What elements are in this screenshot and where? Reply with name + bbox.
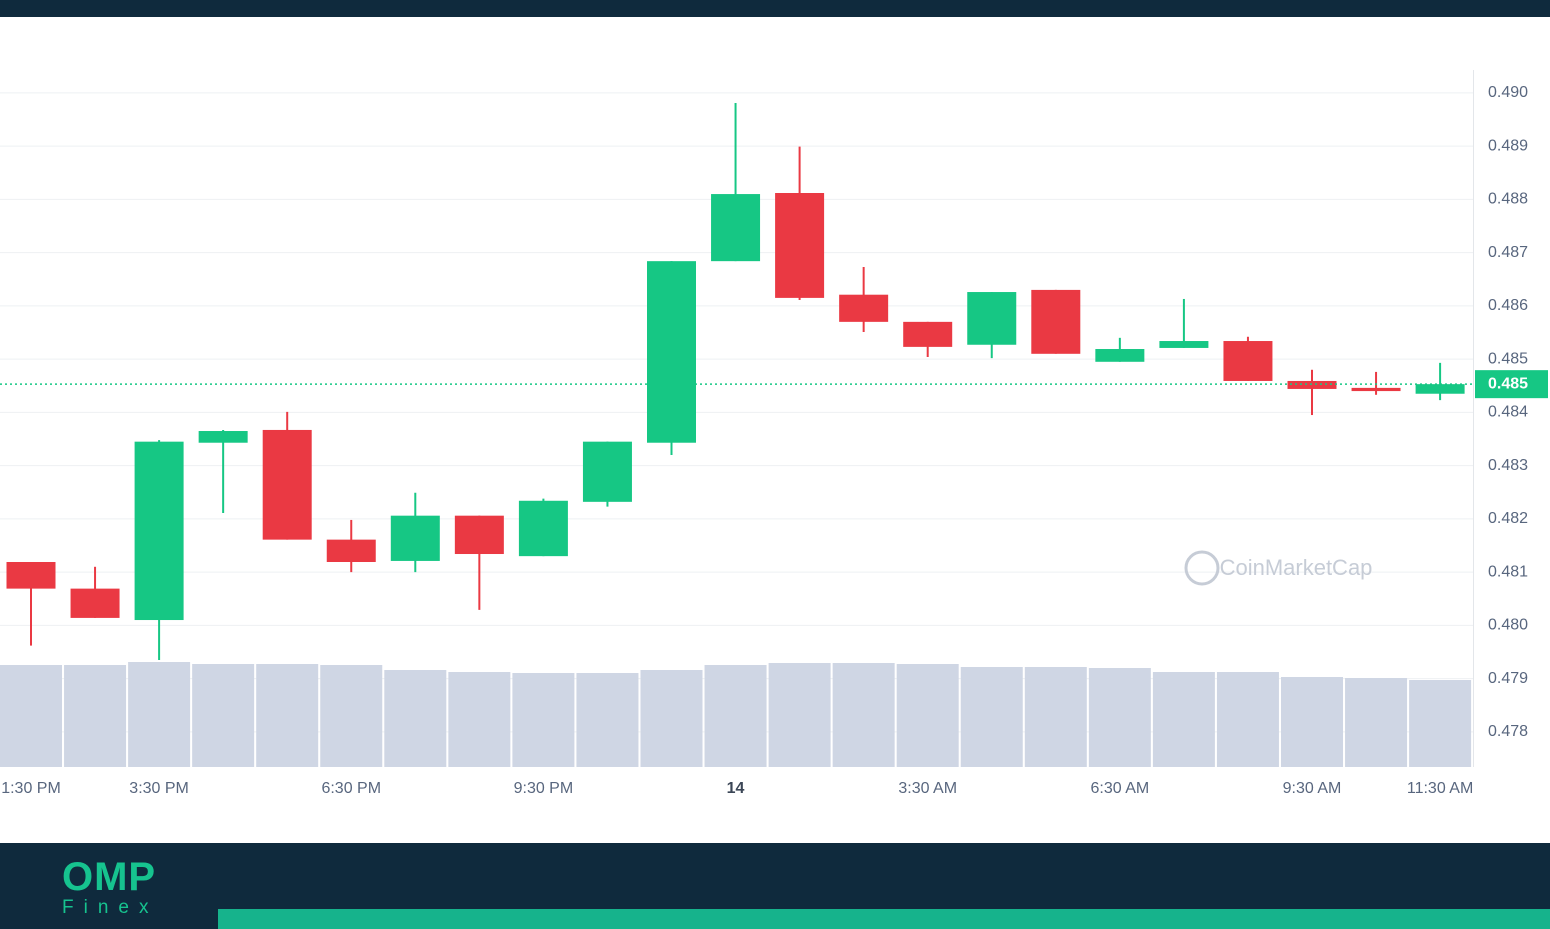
candle-body bbox=[967, 292, 1017, 345]
top-bar bbox=[0, 0, 1550, 17]
x-tick-label: 1:30 PM bbox=[1, 780, 61, 797]
x-tick-label: 3:30 PM bbox=[129, 780, 189, 797]
y-tick-label: 0.480 bbox=[1488, 617, 1528, 634]
candle-body bbox=[647, 261, 696, 443]
x-tick-label: 14 bbox=[727, 780, 745, 797]
y-tick-label: 0.479 bbox=[1488, 670, 1528, 687]
y-tick-label: 0.485 bbox=[1488, 350, 1528, 367]
volume-bar bbox=[704, 665, 767, 767]
candle-body bbox=[454, 515, 504, 555]
watermark: CoinMarketCap bbox=[1220, 555, 1373, 580]
brand-logo: OMP bbox=[62, 855, 157, 899]
y-tick-label: 0.488 bbox=[1488, 191, 1528, 208]
candle-body bbox=[326, 539, 376, 562]
candle-body bbox=[1351, 387, 1401, 392]
volume-bar bbox=[896, 664, 959, 767]
candle-body bbox=[134, 441, 184, 621]
x-tick-label: 6:30 PM bbox=[321, 780, 381, 797]
volume-bar bbox=[576, 673, 639, 767]
brand-tagline: Finex bbox=[62, 897, 159, 918]
x-tick-label: 3:30 AM bbox=[898, 780, 957, 797]
volume-bar bbox=[1409, 680, 1472, 767]
volume-bar bbox=[832, 663, 895, 767]
volume-bar bbox=[640, 670, 703, 767]
y-tick-label: 0.486 bbox=[1488, 297, 1528, 314]
volume-bar bbox=[0, 665, 62, 767]
candle-body bbox=[1031, 289, 1081, 354]
candle-body bbox=[1095, 349, 1145, 362]
candle-body bbox=[1415, 384, 1465, 394]
chart: 1:30 PM 3:30 PM 6:30 PM 9:30 PM 14 3:30 AM 6:3… bbox=[0, 70, 1548, 797]
candle-body bbox=[390, 515, 440, 561]
volume-bar bbox=[512, 673, 575, 767]
candle-body bbox=[262, 429, 312, 540]
y-tick-label: 0.482 bbox=[1488, 510, 1528, 527]
volume-bar bbox=[1345, 678, 1408, 767]
volume-bar bbox=[1088, 668, 1151, 767]
candle-body bbox=[70, 588, 120, 618]
volume-bar bbox=[384, 670, 447, 767]
volume-bar bbox=[448, 672, 511, 767]
y-tick-label: 0.489 bbox=[1488, 137, 1528, 154]
volume-bar bbox=[1024, 667, 1087, 767]
x-tick-label: 9:30 AM bbox=[1283, 780, 1342, 797]
volume-bar bbox=[64, 665, 127, 767]
candle-body bbox=[582, 441, 632, 502]
candle-body bbox=[198, 431, 248, 443]
candle-body bbox=[839, 294, 889, 322]
x-tick-label: 6:30 AM bbox=[1090, 780, 1149, 797]
volume-bar bbox=[1281, 677, 1343, 767]
y-tick-label: 0.478 bbox=[1488, 723, 1528, 740]
volume-bar bbox=[1152, 672, 1215, 767]
x-tick-label: 11:30 AM bbox=[1407, 780, 1473, 797]
volume-bar bbox=[960, 667, 1023, 767]
candle-body bbox=[518, 500, 568, 557]
y-tick-label: 0.490 bbox=[1488, 84, 1528, 101]
volume-bar bbox=[320, 665, 383, 767]
current-price-label: 0.485 bbox=[1488, 375, 1528, 392]
candle-body bbox=[903, 321, 953, 347]
footer: OMP Finex bbox=[0, 843, 1550, 929]
volume-bar bbox=[1216, 672, 1279, 767]
candle-body bbox=[1159, 341, 1209, 348]
candle-body bbox=[1287, 380, 1337, 389]
candle-body bbox=[775, 193, 825, 298]
volume-bar bbox=[768, 663, 831, 767]
y-tick-label: 0.484 bbox=[1488, 404, 1528, 421]
watermark-icon bbox=[1184, 550, 1220, 586]
y-tick-label: 0.487 bbox=[1488, 244, 1528, 261]
candle-body bbox=[1223, 341, 1273, 381]
volume-bar bbox=[128, 662, 191, 767]
plot-area: 1:30 PM 3:30 PM 6:30 PM 9:30 PM 14 3:30 AM 6:3… bbox=[0, 92, 1473, 797]
current-price-box bbox=[1475, 370, 1548, 399]
y-tick-label: 0.483 bbox=[1488, 457, 1528, 474]
x-tick-label: 9:30 PM bbox=[514, 780, 574, 797]
candle-body bbox=[711, 194, 761, 262]
volume-bar bbox=[192, 664, 255, 767]
footer-stripe bbox=[218, 909, 1550, 929]
candle-body bbox=[6, 562, 56, 589]
volume-bar bbox=[256, 664, 319, 767]
y-tick-label: 0.481 bbox=[1488, 563, 1528, 580]
